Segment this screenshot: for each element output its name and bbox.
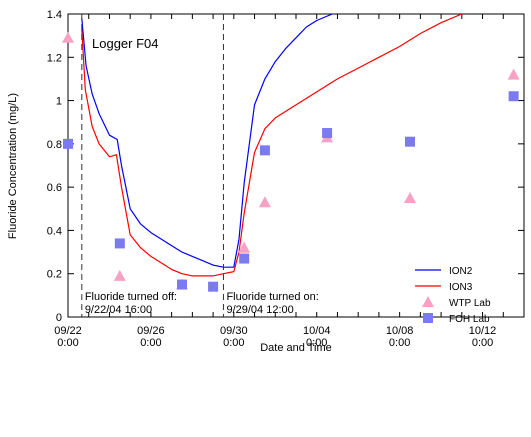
y-tick-label: 0.6 — [47, 182, 62, 194]
legend-label: ION2 — [449, 266, 473, 277]
y-axis: 0 0.2 0.4 0.6 0.8 1 1.2 1.4 — [47, 9, 524, 324]
x-tick-label: 09/22 — [54, 325, 82, 337]
y-axis-label: Fluoride Concentration (mg/L) — [7, 93, 19, 239]
foh-lab-point — [508, 91, 519, 102]
x-tick-label: 10/12 — [469, 325, 497, 337]
y-tick-label: 1 — [56, 96, 62, 108]
y-tick-label: 0.4 — [47, 225, 62, 237]
wtp-lab-point — [507, 68, 520, 80]
x-tick-label: 09/26 — [137, 325, 165, 337]
legend-label: WTP Lab — [449, 298, 491, 309]
logger-title: Logger F04 — [92, 36, 159, 51]
series-line-ion2 — [81, 14, 333, 268]
x-tick-label: 10/04 — [303, 325, 331, 337]
legend: ION2 ION3 WTP Lab FOH Lab — [415, 266, 491, 325]
x-tick-label-time: 0:00 — [306, 337, 327, 349]
wtp-lab-point — [238, 241, 251, 253]
x-axis: 09/220:0009/260:0009/300:0010/040:0010/0… — [54, 14, 525, 349]
x-tick-label-time: 0:00 — [389, 337, 410, 349]
y-tick-label: 0.8 — [47, 139, 62, 151]
x-axis-label: Date and Time — [260, 342, 332, 354]
y-tick-label: 0.2 — [47, 269, 62, 281]
series-line-ion3 — [81, 14, 463, 277]
legend-swatch-foh — [423, 313, 433, 323]
foh-lab-point — [405, 136, 415, 147]
foh-lab-point — [259, 145, 270, 156]
legend-swatch-wtp — [422, 296, 434, 307]
foh-lab-point — [63, 138, 73, 149]
wtp-lab-point — [404, 191, 416, 203]
wtp-lab-point — [62, 31, 74, 43]
x-tick-label-time: 0:00 — [223, 337, 244, 349]
annotation-label-time: 9/22/04 16:00 — [85, 304, 152, 316]
y-tick-label: 1.2 — [47, 52, 62, 64]
foh-lab-point — [177, 279, 187, 290]
annotation-layer: Fluoride turned off:9/22/04 16:00 Fluorid… — [81, 14, 319, 317]
legend-label: ION3 — [449, 282, 473, 293]
y-tick-label: 1.4 — [47, 9, 62, 21]
series-layer — [81, 14, 463, 277]
annotation-label: Fluoride turned on: — [226, 291, 318, 303]
x-tick-label: 09/30 — [220, 325, 248, 337]
foh-lab-point — [322, 128, 333, 139]
foh-lab-point — [114, 238, 125, 249]
x-tick-label-time: 0:00 — [472, 337, 493, 349]
wtp-lab-point — [258, 196, 271, 208]
legend-label: FOH Lab — [449, 314, 490, 325]
y-tick-label: 0 — [56, 312, 62, 324]
marker-layer — [62, 31, 520, 292]
foh-lab-point — [208, 281, 219, 292]
x-tick-label-time: 0:00 — [57, 337, 78, 349]
wtp-lab-point — [113, 269, 126, 281]
foh-lab-point — [239, 253, 250, 264]
annotation-label: Fluoride turned off: — [85, 291, 177, 303]
x-tick-label: 10/08 — [386, 325, 414, 337]
x-tick-label-time: 0:00 — [140, 337, 161, 349]
annotation-label-time: 9/29/04 12:00 — [226, 304, 293, 316]
